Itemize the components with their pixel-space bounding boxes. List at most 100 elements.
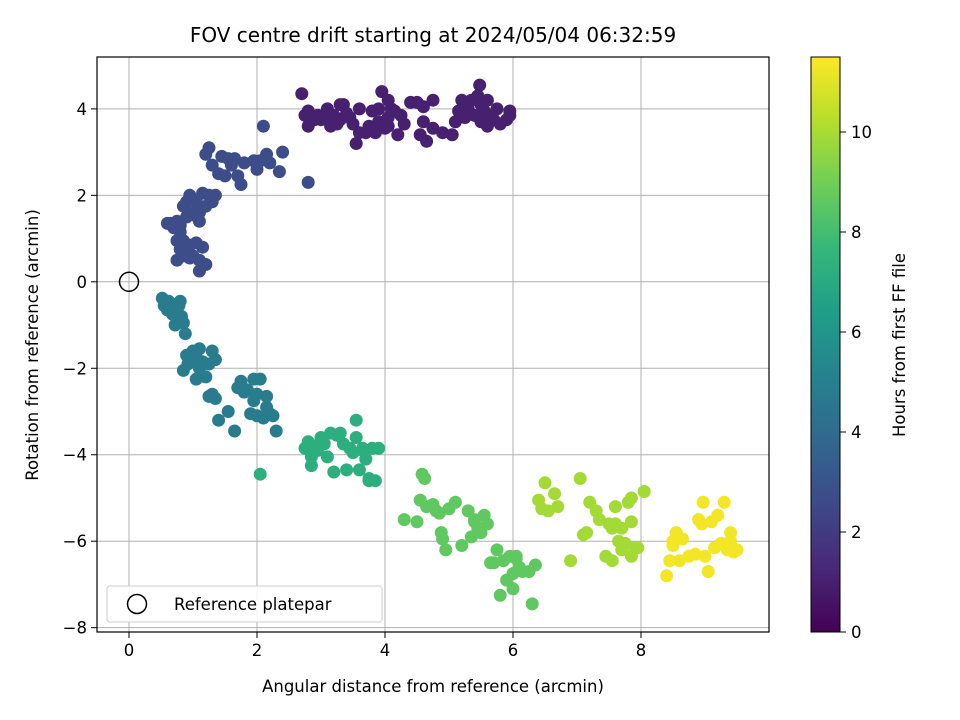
data-point [711,508,725,522]
data-point [269,424,283,438]
data-point [160,216,174,230]
data-point [696,495,710,509]
data-point [178,327,192,341]
data-point [701,565,715,578]
colorbar-tick-label: 4 [851,423,862,442]
data-point [448,115,462,129]
data-point [624,491,638,505]
legend-label: Reference platepar [174,595,332,614]
data-point [247,394,261,408]
data-point [375,85,389,99]
x-axis-ticks: 0 2 4 6 8 [124,632,646,660]
data-point [660,569,674,583]
data-point [452,104,466,118]
data-point [455,93,469,107]
data-point [205,158,219,172]
data-point [580,526,594,540]
y-axis-label: Rotation from reference (arcmin) [23,209,42,481]
y-tick-label: −6 [63,532,87,551]
data-point [439,543,453,557]
chart-title: FOV centre drift starting at 2024/05/04 … [190,23,676,47]
data-point [208,392,222,405]
data-point [176,363,190,377]
data-point [573,472,587,485]
colorbar-tick-label: 10 [851,123,872,142]
data-point [676,532,690,546]
colorbar-tick-label: 8 [851,223,862,242]
data-point [208,353,222,367]
data-point [162,294,176,308]
data-point [381,119,395,133]
y-tick-label: 4 [77,100,88,119]
x-axis-label: Angular distance from reference (arcmin) [262,677,604,696]
data-point [199,147,213,161]
colorbar-label: Hours from first FF file [890,253,909,437]
x-tick-label: 6 [508,641,519,660]
colorbar-tick-label: 0 [851,623,862,642]
data-point [260,389,274,403]
data-point [551,500,565,514]
data-point [500,113,514,127]
data-point [365,104,379,118]
data-point [272,165,286,179]
colorbar-tick-label: 2 [851,523,862,542]
data-point [266,409,280,423]
data-point [525,597,539,611]
data-point [724,534,738,548]
data-point [340,463,354,477]
data-point [228,424,242,438]
data-point [490,543,504,557]
data-point [253,372,267,386]
data-point [506,582,520,596]
data-point [256,119,270,133]
legend-marker [126,593,148,615]
data-point [320,450,334,464]
data-point [327,465,341,479]
data-point [468,513,482,527]
plot-frame [96,56,770,633]
data-point [397,117,411,131]
data-point [250,409,264,423]
data-point [349,137,363,150]
data-point [397,513,411,527]
data-point [506,567,520,581]
data-point [420,134,434,148]
data-point [615,543,629,557]
data-point [717,495,731,509]
data-point [253,467,267,481]
y-tick-label: 2 [77,186,88,205]
data-point [170,253,184,267]
data-point [199,370,213,384]
data-point [298,108,312,122]
data-point [362,472,376,485]
data-point [301,119,315,133]
data-point [215,149,229,163]
x-tick-label: 4 [380,641,391,660]
colorbar-tick-label: 6 [851,323,862,342]
y-tick-label: 0 [77,273,88,292]
data-point [176,316,190,330]
data-point [473,78,487,92]
data-point [426,121,440,135]
data-point [349,431,363,444]
y-axis-ticks: −8 −6 −4 −2 0 2 4 [63,100,97,638]
data-point [548,487,562,501]
data-point [192,342,206,356]
y-tick-label: −2 [63,359,87,378]
data-point [637,485,651,498]
colorbar-ticks: 0 2 4 6 8 10 [840,123,872,642]
data-point [308,439,322,453]
data-point [304,459,318,473]
data-point [176,199,190,213]
data-point [480,517,494,531]
data-point [173,242,187,256]
data-point [663,554,677,568]
data-point [605,554,619,568]
data-point [490,102,504,116]
x-tick-label: 0 [124,641,135,660]
data-point [416,115,430,129]
data-point [356,443,370,457]
data-point [448,495,462,509]
data-point [231,169,245,183]
data-point [221,405,235,418]
